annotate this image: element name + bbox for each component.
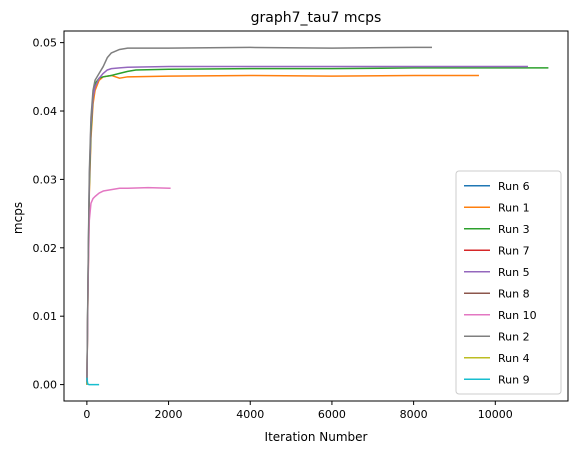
x-axis-ticks: 0 2000 4000 6000 8000 10000: [83, 401, 513, 421]
y-tick-label: 0.00: [33, 379, 58, 392]
series-line-run-2: [86, 46, 432, 385]
y-tick-label: 0.01: [33, 310, 58, 323]
y-tick-label: 0.02: [33, 242, 58, 255]
y-axis-ticks: 0.00 0.01 0.02 0.03 0.04 0.05: [33, 37, 64, 392]
x-tick-label: 2000: [155, 408, 183, 421]
x-tick-label: 0: [83, 408, 90, 421]
plot-frame: [63, 30, 569, 402]
legend: Run 6 Run 1 Run 3 Run 7 Run 5 Run 8 Run 10 Run …: [455, 170, 562, 395]
y-tick-label: 0.03: [33, 173, 58, 186]
legend-label-run-3: Run 3: [498, 223, 530, 236]
chart-title: graph7_tau7 mcps: [251, 10, 382, 26]
x-tick-label: 4000: [236, 408, 264, 421]
legend-label-run-4: Run 4: [498, 352, 530, 365]
legend-label-run-9: Run 9: [498, 373, 530, 386]
legend-label-run-1: Run 1: [498, 201, 530, 214]
legend-label-run-8: Run 8: [498, 287, 530, 300]
legend-box: [455, 170, 562, 395]
y-axis-label: mcps: [11, 202, 25, 234]
y-tick-label: 0.05: [33, 37, 58, 50]
x-tick-label: 6000: [318, 408, 346, 421]
series-line-run-9: [86, 377, 100, 386]
legend-label-run-6: Run 6: [498, 180, 530, 193]
legend-label-run-7: Run 7: [498, 244, 530, 257]
series-layer: [86, 46, 549, 386]
x-axis-label: Iteration Number: [265, 430, 368, 444]
x-tick-label: 8000: [400, 408, 428, 421]
legend-label-run-10: Run 10: [498, 309, 537, 322]
legend-label-run-5: Run 5: [498, 266, 530, 279]
y-tick-label: 0.04: [33, 105, 58, 118]
x-tick-label: 10000: [478, 408, 513, 421]
legend-label-run-2: Run 2: [498, 330, 530, 343]
